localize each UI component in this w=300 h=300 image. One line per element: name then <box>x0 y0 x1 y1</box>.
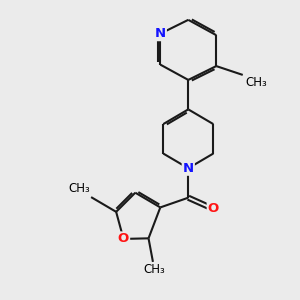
Text: CH₃: CH₃ <box>68 182 90 195</box>
Text: O: O <box>118 232 129 245</box>
Text: CH₃: CH₃ <box>245 76 267 89</box>
Text: N: N <box>183 162 194 175</box>
Text: CH₃: CH₃ <box>143 263 165 276</box>
Text: N: N <box>155 27 166 40</box>
Text: O: O <box>208 202 219 215</box>
